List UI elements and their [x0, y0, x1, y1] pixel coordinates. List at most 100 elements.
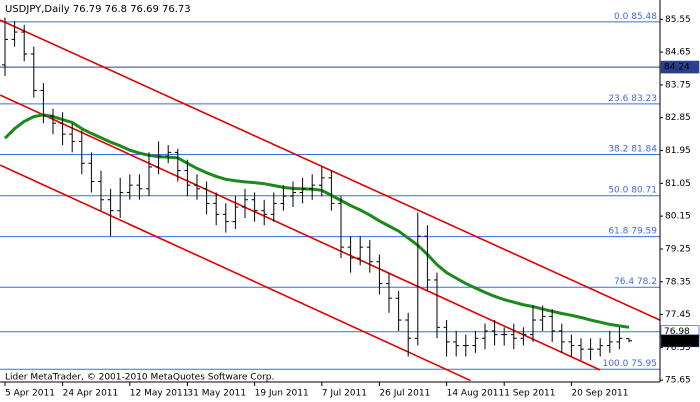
ohlc-bar: [558, 323, 565, 353]
x-tick-label: 24 Apr 2011: [63, 389, 119, 399]
ohlc-bar: [280, 185, 287, 211]
x-tick-label: 14 Aug 2011: [447, 389, 505, 399]
ohlc-bar: [587, 338, 594, 361]
ohlc-bar: [606, 330, 613, 353]
channel-line: [0, 19, 660, 321]
footer: Lider MetaTrader, © 2001-2010 MetaQuotes…: [5, 373, 274, 383]
ohlc-bar: [578, 338, 584, 361]
channel-line: [0, 164, 471, 382]
ohlc-bar: [299, 177, 306, 204]
fib-pct: 61.8: [608, 226, 628, 236]
y-tick-label: 75.65: [665, 376, 691, 386]
ohlc-bar: [462, 334, 469, 357]
fib-price: 78.2: [637, 277, 657, 287]
ohlc-bar: [98, 170, 104, 211]
ohlc-bar: [184, 159, 191, 197]
ohlc-bar: [232, 196, 239, 229]
ohlc-bar: [520, 327, 527, 346]
ohlc-bar: [2, 17, 8, 76]
current-price-label: 76.73: [664, 336, 690, 346]
x-tick-label: 7 Jul 2011: [322, 389, 367, 399]
ohlc-bar: [203, 181, 210, 215]
ohlc-bar: [328, 170, 335, 211]
x-tick-label: 20 Sep 2011: [571, 389, 628, 399]
hline-label: 84.24: [664, 63, 690, 73]
chart-header: USDJPY,Daily 76.79 76.8 76.69 76.73: [5, 4, 191, 15]
fib-price: 85.48: [631, 11, 657, 21]
ohlc-bar: [107, 188, 114, 237]
y-tick-label: 81.05: [665, 179, 691, 189]
ohlc-bar: [338, 196, 344, 259]
fib-label: 0.0 85.48: [614, 11, 657, 21]
ohlc-bar: [424, 225, 431, 291]
ohlc-bar: [59, 112, 66, 146]
fib-label: 38.2 81.84: [608, 144, 657, 154]
ohlc-bar: [136, 174, 143, 200]
ohlc-bar: [30, 46, 37, 98]
ohlc-bar: [414, 212, 421, 346]
x-tick-label: 5 Apr 2011: [5, 389, 55, 399]
y-tick-label: 84.65: [665, 48, 691, 58]
ohlc-bar: [491, 320, 498, 346]
ohlc-bar: [11, 21, 18, 47]
ohlc-bar: [165, 145, 172, 164]
last-close: 76.73: [162, 4, 191, 15]
ohlc-bar: [616, 327, 623, 350]
ohlc-bar: [213, 192, 220, 226]
fib-pct: 100.0: [603, 359, 629, 369]
fib-price: 80.71: [631, 185, 657, 195]
plot-area: [0, 17, 660, 382]
ohlc-bar: [78, 130, 85, 175]
fib-price: 79.59: [631, 226, 657, 236]
ohlc-bar: [539, 305, 546, 331]
y-tick-label: 85.55: [665, 15, 691, 25]
ohlc-bar: [194, 174, 200, 200]
ohlc-bar: [21, 24, 28, 62]
y-tick-label: 77.45: [665, 310, 691, 320]
fib-label: 100.0 75.95: [603, 359, 657, 369]
ohlc-bar: [251, 192, 258, 222]
ohlc-bar: [261, 199, 268, 226]
moving-average: [3, 113, 630, 329]
ohlc-bar: [530, 305, 536, 342]
ohlc-bar: [222, 203, 229, 233]
y-tick-label: 79.25: [665, 244, 691, 254]
x-tick-label: 19 Jun 2011: [255, 389, 309, 399]
ohlc-bar: [318, 166, 325, 197]
x-tick-label: 26 Jul 2011: [379, 389, 430, 399]
fib-price: 83.23: [631, 93, 657, 103]
ohlc-bar: [395, 290, 402, 331]
ohlc-bar: [626, 338, 632, 343]
ohlc-bar: [50, 108, 56, 135]
fib-pct: 0.0: [614, 11, 629, 21]
x-tick-label: 12 May 2011: [130, 389, 189, 399]
ohlc-bar: [146, 152, 152, 197]
current-price-box: [660, 334, 700, 348]
hline-box: [660, 60, 700, 74]
ohlc-bar: [482, 323, 488, 350]
y-tick-label: 76.55: [665, 343, 691, 353]
fib-label: 76.4 78.2: [614, 277, 657, 287]
ohlc-bar: [568, 334, 575, 357]
ohlc-bar: [117, 177, 124, 218]
ohlc-bar: [549, 309, 556, 342]
y-tick-label: 81.95: [665, 146, 691, 156]
ohlc-bar: [434, 272, 440, 339]
ohlc-bar: [472, 330, 479, 353]
ohlc-bar: [40, 83, 47, 124]
fib-pct: 23.6: [608, 93, 628, 103]
ohlc-bar: [242, 188, 248, 218]
ohlc-bar: [376, 254, 383, 295]
ohlc-bar: [69, 123, 76, 153]
y-tick-label: 82.85: [665, 113, 691, 123]
y-tick-label: 83.75: [665, 80, 691, 90]
fib-label: 23.6 83.23: [608, 93, 657, 103]
ohlc-bar: [405, 312, 412, 357]
y-tick-label: 78.35: [665, 277, 691, 287]
ohlc-bar: [366, 239, 373, 273]
fib-price: 75.95: [631, 359, 657, 369]
fib-price: 81.84: [631, 144, 657, 154]
ohlc-bar: [155, 141, 162, 175]
